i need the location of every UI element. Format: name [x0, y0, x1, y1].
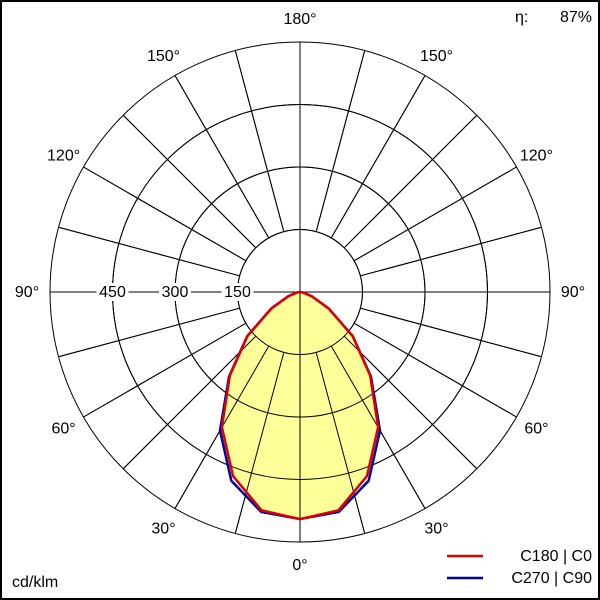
angle-label: 30°: [151, 521, 175, 538]
spoke: [122, 335, 257, 470]
r-tick-label: 300: [162, 284, 189, 301]
efficiency: 87%: [560, 9, 592, 26]
spoke: [353, 322, 517, 418]
spoke: [330, 75, 426, 239]
unit-label: cd/klm: [12, 574, 58, 591]
label-bg: [159, 283, 191, 301]
label-bg: [418, 46, 455, 65]
spoke: [234, 50, 285, 232]
label-bg: [45, 419, 82, 438]
angle-label: 60°: [51, 421, 75, 438]
spoke: [174, 75, 270, 239]
label-bg: [518, 419, 555, 438]
spoke: [343, 114, 478, 249]
spoke: [360, 307, 542, 358]
angle-label: 120°: [520, 148, 553, 165]
light-fill: [221, 292, 300, 520]
label-bg: [282, 10, 318, 28]
spoke: [234, 352, 285, 534]
angle-label: 0°: [292, 557, 307, 574]
intensity-curve: [299, 290, 380, 521]
label-bg: [555, 283, 591, 301]
r-tick-label: 450: [99, 284, 126, 301]
label-bg: [96, 283, 129, 301]
spoke: [83, 322, 247, 418]
label-bg: [9, 283, 45, 301]
angle-label: 150°: [420, 48, 453, 65]
angle-label: 150°: [147, 48, 180, 65]
angle-label: 120°: [47, 148, 80, 165]
label-bg: [518, 146, 555, 165]
label-bg: [282, 556, 318, 574]
spoke: [122, 114, 257, 249]
spoke: [58, 307, 240, 358]
spoke: [315, 352, 366, 534]
legend-label: C270 | C90: [511, 570, 592, 587]
intensity-curve: [220, 290, 301, 521]
spoke: [58, 226, 240, 277]
angle-label: 180°: [283, 11, 316, 28]
spoke: [353, 166, 517, 262]
angle-label: 60°: [524, 421, 548, 438]
label-bg: [145, 46, 182, 65]
r-tick-label: 150: [224, 284, 251, 301]
label-bg: [221, 283, 254, 301]
spoke: [360, 226, 542, 277]
angle-label: 90°: [15, 284, 39, 301]
light-fill: [300, 292, 379, 520]
label-bg: [45, 146, 82, 165]
angle-label: 30°: [424, 521, 448, 538]
label-bg: [145, 519, 182, 538]
spoke: [315, 50, 366, 232]
efficiency-label: η:: [515, 9, 528, 26]
legend-label: C180 | C0: [520, 548, 592, 565]
labels: 150 300 450 0° 30° 30° 60° 60° 90° 90° 120° 120° 150…: [9, 10, 592, 587]
angle-label: 90°: [561, 284, 585, 301]
spoke: [343, 335, 478, 470]
spoke: [83, 166, 247, 262]
label-bg: [418, 519, 455, 538]
